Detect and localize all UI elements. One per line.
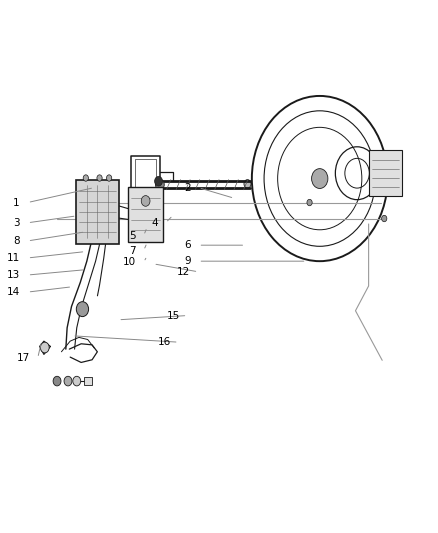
Text: 2: 2 <box>184 183 191 192</box>
Circle shape <box>64 376 72 386</box>
Text: 8: 8 <box>13 236 20 246</box>
Text: 15: 15 <box>166 311 180 320</box>
Text: 13: 13 <box>7 270 20 280</box>
Circle shape <box>155 179 164 190</box>
FancyBboxPatch shape <box>84 377 92 385</box>
Text: 10: 10 <box>123 257 136 267</box>
Circle shape <box>381 215 387 222</box>
Circle shape <box>311 168 328 189</box>
Text: 7: 7 <box>129 246 136 255</box>
Circle shape <box>106 175 112 181</box>
FancyBboxPatch shape <box>128 187 163 242</box>
FancyBboxPatch shape <box>76 180 119 244</box>
Circle shape <box>141 196 150 206</box>
FancyBboxPatch shape <box>369 150 402 196</box>
Circle shape <box>76 302 88 317</box>
Text: 12: 12 <box>177 267 191 277</box>
Circle shape <box>53 376 61 386</box>
Text: 1: 1 <box>13 198 20 207</box>
Text: 9: 9 <box>184 256 191 266</box>
Text: 14: 14 <box>7 287 20 297</box>
Circle shape <box>83 175 88 181</box>
Text: 5: 5 <box>129 231 136 240</box>
Text: 3: 3 <box>13 218 20 228</box>
Text: 17: 17 <box>17 353 30 363</box>
Circle shape <box>244 180 251 188</box>
Circle shape <box>155 176 162 186</box>
Text: 16: 16 <box>158 337 171 347</box>
Circle shape <box>73 376 81 386</box>
Text: 4: 4 <box>151 218 158 228</box>
Circle shape <box>97 175 102 181</box>
Circle shape <box>307 199 312 206</box>
Text: 11: 11 <box>7 253 20 263</box>
Text: 6: 6 <box>184 240 191 250</box>
Circle shape <box>40 342 49 353</box>
